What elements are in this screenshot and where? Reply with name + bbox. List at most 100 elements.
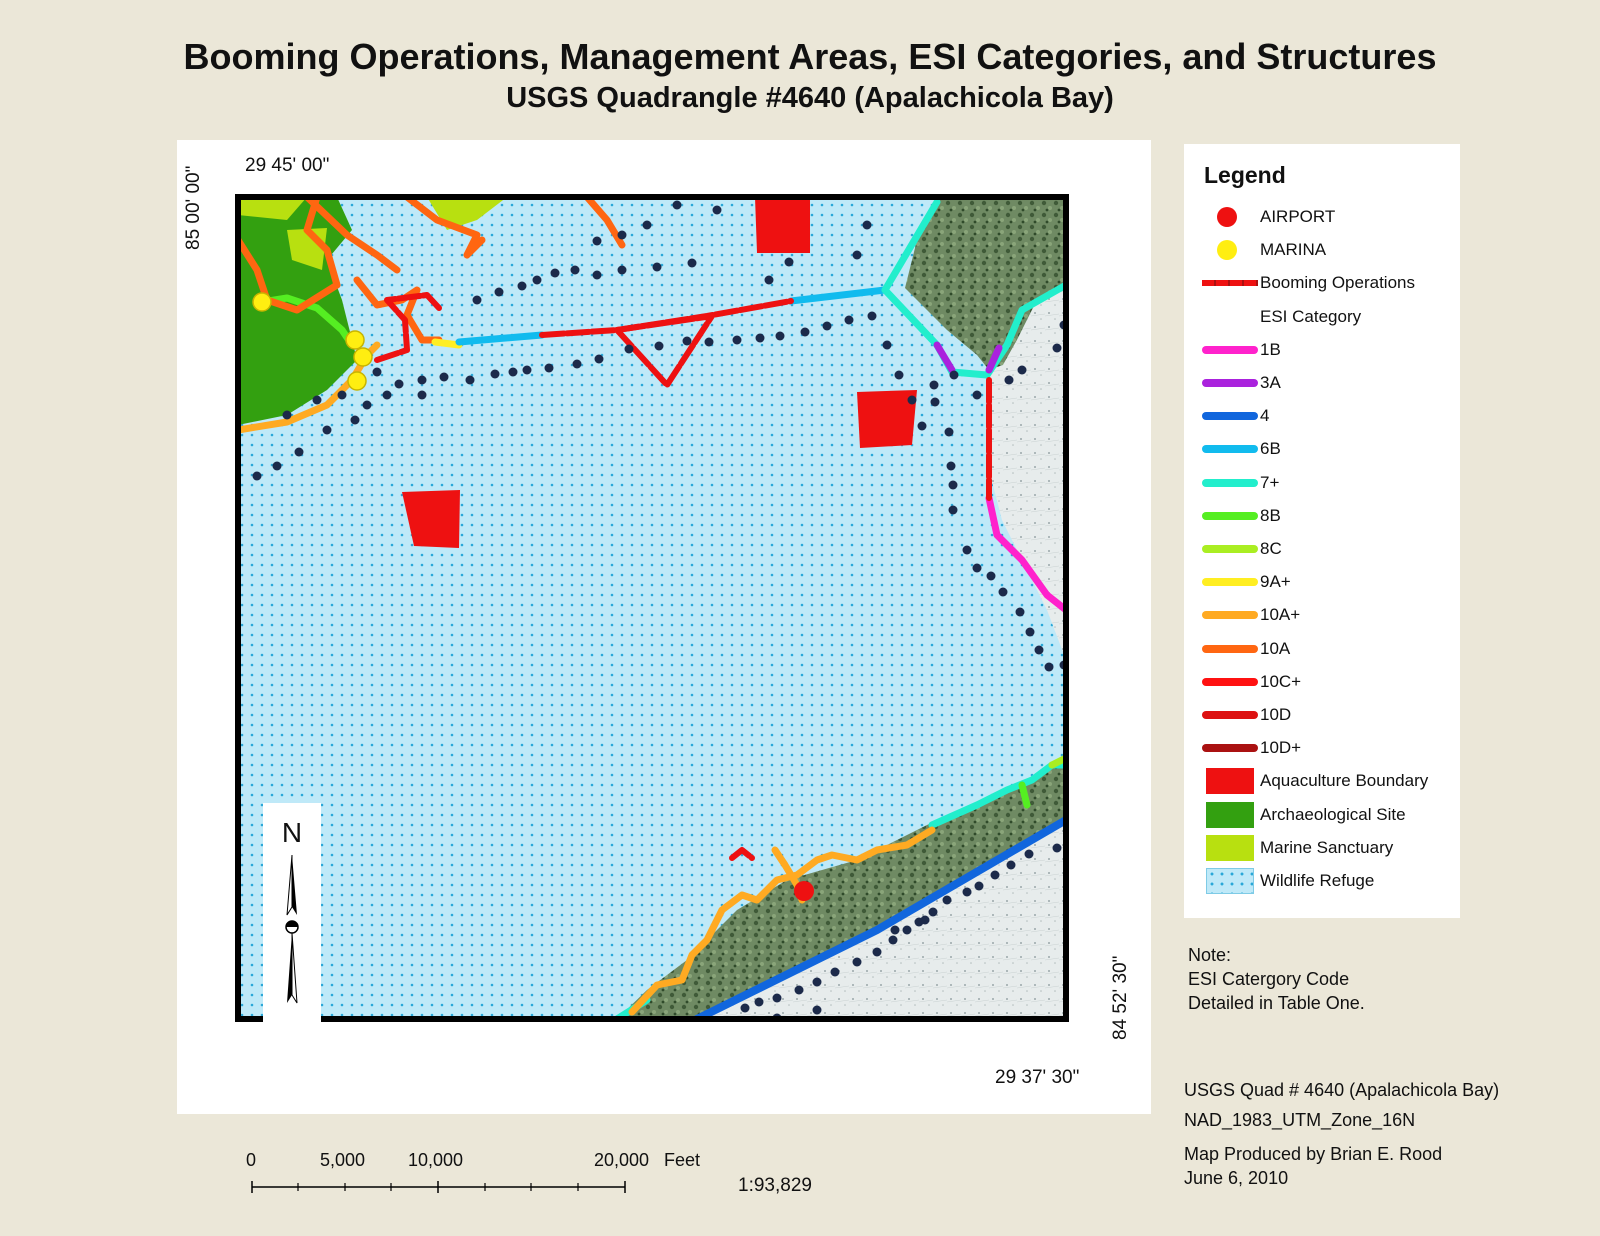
legend-item: 10D+	[1184, 732, 1460, 765]
aquaculture-boundary-1	[755, 197, 810, 253]
legend-item: Wildlife Refuge	[1184, 865, 1460, 898]
legend-swatch	[1202, 445, 1258, 454]
map-title: Booming Operations, Management Areas, ES…	[183, 36, 1437, 77]
legend-label: 10C+	[1260, 671, 1302, 691]
scale-bar-graphic	[251, 1181, 626, 1193]
scale-label-10000: 10,000	[408, 1150, 464, 1170]
booming-operations	[374, 292, 992, 861]
legend-label: Booming Operations	[1260, 273, 1415, 293]
note-block: Note: ESI Catergory Code Detailed in Tab…	[1188, 943, 1365, 1015]
aquaculture-boundary-3	[402, 490, 460, 548]
legend-label: 1B	[1260, 339, 1281, 359]
gulf-of-mexico-topo	[697, 820, 1066, 1019]
legend-item: 9A+	[1184, 566, 1460, 599]
legend-label: 9A+	[1260, 572, 1291, 592]
legend-item: Booming Operations	[1184, 267, 1460, 300]
legend-swatch	[1217, 207, 1237, 227]
legend-swatch	[1202, 280, 1258, 287]
legend-label: Aquaculture Boundary	[1260, 771, 1429, 791]
legend-item: Aquaculture Boundary	[1184, 765, 1460, 798]
note-line-3: Detailed in Table One.	[1188, 993, 1365, 1013]
legend-label: AIRPORT	[1260, 207, 1336, 226]
legend-label: 8B	[1260, 505, 1281, 525]
legend-item: 4	[1184, 400, 1460, 433]
legend-label: Marine Sanctuary	[1260, 837, 1394, 857]
legend-label: 7+	[1260, 472, 1280, 492]
legend: Legend AIRPORT MARINA Booming Operations ES…	[1184, 144, 1460, 918]
coord-bottom-right: 29 37' 30"	[995, 1067, 1080, 1088]
legend-swatch	[1202, 412, 1258, 421]
legend-swatch	[1202, 744, 1258, 753]
legend-label: 10D	[1260, 705, 1292, 724]
legend-title: Legend	[1204, 162, 1286, 188]
marine-sanctuary-area-1	[238, 197, 307, 220]
coord-left-vertical: 85 00' 00"	[183, 165, 204, 250]
note-line-2: ESI Catergory Code	[1188, 969, 1350, 989]
scale-label-20000: 20,000	[594, 1150, 650, 1170]
legend-swatch	[1202, 644, 1258, 653]
map-info: USGS Quad # 4640 (Apalachicola Bay) NAD_…	[1184, 1078, 1499, 1190]
legend-label: ESI Category	[1260, 306, 1362, 326]
scale-bar: 0 5,000 10,000 20,000 Feet	[246, 1150, 708, 1200]
note-line-1: Note:	[1188, 945, 1232, 965]
legend-label: 8C	[1260, 539, 1282, 558]
map-canvas[interactable]	[177, 140, 1151, 1114]
north-letter: N	[281, 817, 303, 848]
map-frame	[177, 140, 1151, 1114]
marina-points	[252, 292, 373, 391]
coord-top-left: 29 45' 00"	[245, 155, 330, 176]
coord-right-vertical: 84 52' 30"	[1110, 955, 1131, 1040]
map-subtitle: USGS Quadrangle #4640 (Apalachicola Bay)	[506, 82, 1114, 114]
legend-item: AIRPORT	[1184, 201, 1460, 234]
legend-swatch	[1202, 511, 1258, 520]
north-arrow-icon	[285, 854, 299, 1004]
legend-swatch	[1202, 545, 1258, 553]
scale-label-5000: 5,000	[320, 1150, 366, 1170]
info-author: Map Produced by Brian E. Rood	[1184, 1144, 1443, 1164]
legend-item: 10C+	[1184, 666, 1460, 699]
legend-label: 3A	[1260, 373, 1281, 392]
scale-unit: Feet	[664, 1150, 701, 1170]
legend-item: Marine Sanctuary	[1184, 832, 1460, 865]
map-border	[235, 194, 1069, 1022]
legend-swatch	[1202, 611, 1258, 620]
legend-label: 10A	[1260, 638, 1291, 658]
info-quad: USGS Quad # 4640 (Apalachicola Bay)	[1184, 1080, 1500, 1100]
north-arrow: N	[263, 803, 321, 1028]
legend-item: 10D	[1184, 699, 1460, 732]
structure-points	[252, 200, 1066, 1019]
legend-swatch	[1202, 345, 1258, 354]
legend-label: 4	[1260, 406, 1270, 426]
legend-label: MARINA	[1260, 240, 1327, 260]
aquaculture-boundary-2	[857, 390, 917, 448]
legend-label: 10D+	[1260, 738, 1302, 758]
airport-point	[794, 881, 814, 901]
legend-swatch	[1202, 677, 1258, 686]
legend-swatch	[1206, 834, 1254, 861]
scale-label-0: 0	[246, 1150, 257, 1170]
legend-item: ESI Category	[1184, 301, 1460, 334]
legend-swatch	[1202, 478, 1258, 487]
legend-item: 8B	[1184, 500, 1460, 533]
legend-item: 3A	[1184, 367, 1460, 400]
legend-swatch	[1206, 868, 1254, 894]
legend-swatch	[1202, 711, 1258, 719]
info-projection: NAD_1983_UTM_Zone_16N	[1184, 1110, 1416, 1130]
legend-item: 10A+	[1184, 599, 1460, 632]
legend-swatch	[1206, 801, 1254, 828]
legend-label: Archaeological Site	[1260, 804, 1406, 824]
legend-item: 6B	[1184, 433, 1460, 466]
legend-item: 8C	[1184, 533, 1460, 566]
land-northeast	[905, 197, 1066, 370]
legend-item: Archaeological Site	[1184, 799, 1460, 832]
map-content	[238, 197, 1066, 1019]
legend-item: 7+	[1184, 467, 1460, 500]
legend-swatch	[1217, 240, 1237, 261]
legend-item: 1B	[1184, 334, 1460, 367]
legend-swatch	[1202, 379, 1258, 387]
info-date: June 6, 2010	[1184, 1168, 1289, 1188]
legend-label: Wildlife Refuge	[1260, 871, 1375, 890]
legend-label: 10A+	[1260, 605, 1301, 625]
legend-item: MARINA	[1184, 234, 1460, 267]
legend-label: 6B	[1260, 439, 1281, 459]
